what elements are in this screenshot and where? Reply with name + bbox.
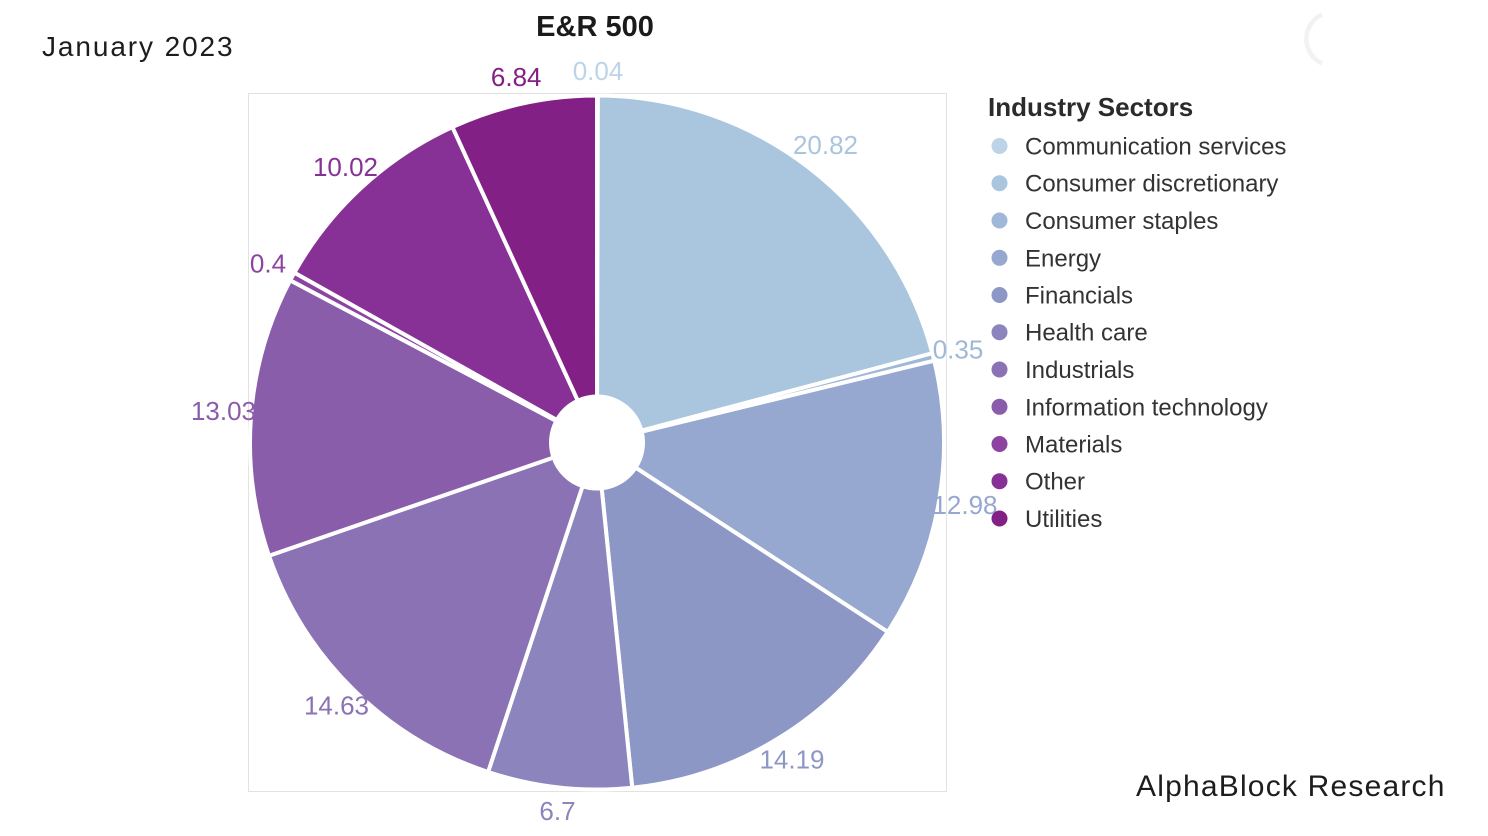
svg-text:0.04: 0.04 <box>573 56 624 86</box>
svg-text:Consumer discretionary: Consumer discretionary <box>1025 171 1278 198</box>
svg-text:14.19: 14.19 <box>759 745 824 775</box>
svg-text:Communication services: Communication services <box>1025 134 1286 161</box>
svg-text:10.02: 10.02 <box>313 152 378 182</box>
svg-text:0.35: 0.35 <box>933 335 984 365</box>
svg-text:Utilities: Utilities <box>1025 506 1102 533</box>
svg-text:Financials: Financials <box>1025 283 1133 310</box>
svg-text:14.63: 14.63 <box>304 691 369 721</box>
svg-text:Consumer staples: Consumer staples <box>1025 208 1218 235</box>
svg-text:Materials: Materials <box>1025 432 1122 459</box>
svg-text:12.98: 12.98 <box>932 490 997 520</box>
svg-text:13.03: 13.03 <box>191 396 256 426</box>
svg-text:Information technology: Information technology <box>1025 394 1268 421</box>
svg-text:Health care: Health care <box>1025 320 1148 347</box>
svg-text:6.84: 6.84 <box>491 62 542 92</box>
svg-text:Industry Sectors: Industry Sectors <box>988 92 1193 122</box>
svg-text:Energy: Energy <box>1025 245 1101 272</box>
svg-text:Industrials: Industrials <box>1025 357 1134 384</box>
svg-text:Other: Other <box>1025 469 1085 496</box>
svg-text:6.7: 6.7 <box>539 796 575 826</box>
svg-text:0.4: 0.4 <box>250 249 286 279</box>
svg-text:20.82: 20.82 <box>793 130 858 160</box>
